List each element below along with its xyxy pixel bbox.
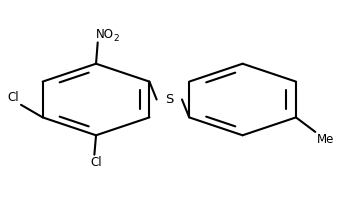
Text: Cl: Cl: [90, 156, 102, 169]
Text: Cl: Cl: [8, 91, 19, 104]
Text: NO: NO: [96, 28, 114, 41]
Text: 2: 2: [114, 34, 119, 43]
Text: Me: Me: [317, 133, 334, 146]
Text: S: S: [165, 93, 174, 106]
